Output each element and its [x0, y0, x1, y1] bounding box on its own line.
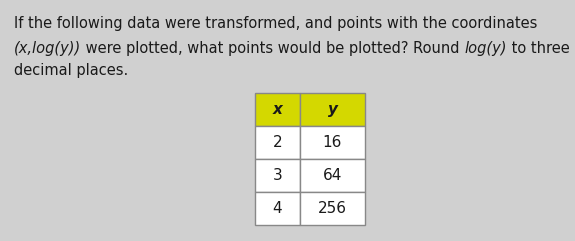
Text: 256: 256 — [318, 201, 347, 216]
Text: 2: 2 — [273, 135, 282, 150]
Bar — [255, 192, 300, 225]
Bar — [300, 93, 365, 126]
Text: log(y): log(y) — [465, 41, 507, 56]
Bar — [255, 159, 300, 192]
Text: to three: to three — [507, 41, 570, 56]
Bar — [255, 126, 300, 159]
Bar — [255, 93, 300, 126]
Bar — [300, 192, 365, 225]
Text: 64: 64 — [323, 168, 342, 183]
Text: x: x — [273, 102, 282, 117]
Text: 3: 3 — [273, 168, 282, 183]
Text: (x,log(y)): (x,log(y)) — [14, 41, 81, 56]
Bar — [300, 126, 365, 159]
Text: 16: 16 — [323, 135, 342, 150]
Text: If the following data were transformed, and points with the coordinates: If the following data were transformed, … — [14, 16, 538, 31]
Text: were plotted, what points would be plotted? Round: were plotted, what points would be plott… — [81, 41, 465, 56]
Text: decimal places.: decimal places. — [14, 63, 128, 78]
Text: y: y — [328, 102, 338, 117]
Bar — [300, 159, 365, 192]
Text: 4: 4 — [273, 201, 282, 216]
